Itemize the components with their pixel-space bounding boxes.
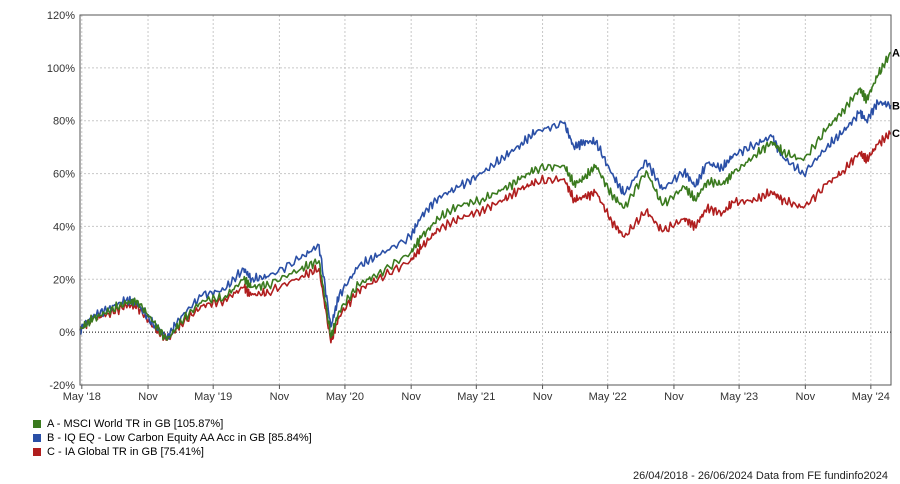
x-tick-label: May '18 (63, 391, 101, 403)
x-tick-label: Nov (270, 391, 290, 403)
legend: A - MSCI World TR in GB [105.87%] B - IQ… (33, 417, 312, 459)
legend-label-c: C - IA Global TR in GB [75.41%] (47, 446, 204, 458)
x-tick-label: May '22 (589, 391, 627, 403)
y-axis-tick-labels: 120% 100% 80% 60% 40% 20% 0% -20% (47, 10, 75, 392)
series-end-labels: C B A (892, 47, 900, 140)
x-tick-label: May '23 (720, 391, 758, 403)
x-tick-label: Nov (138, 391, 158, 403)
x-tick-label: May '24 (852, 391, 890, 403)
x-tick-label: May '21 (457, 391, 495, 403)
y-tick-label: 40% (53, 221, 75, 233)
series-line-c (79, 130, 892, 344)
grid-lines (80, 14, 891, 389)
legend-item-c: C - IA Global TR in GB [75.41%] (33, 445, 312, 459)
y-tick-label: 80% (53, 116, 75, 128)
series-end-label-c: C (892, 128, 900, 140)
footer-source: 26/04/2018 - 26/06/2024 Data from FE fun… (632, 470, 888, 482)
x-tick-label: Nov (796, 391, 816, 403)
x-tick-label: Nov (401, 391, 421, 403)
series-lines (79, 51, 892, 344)
series-end-label-a: A (892, 47, 900, 59)
legend-label-b: B - IQ EQ - Low Carbon Equity AA Acc in … (47, 432, 312, 444)
legend-label-a: A - MSCI World TR in GB [105.87%] (47, 418, 224, 430)
legend-swatch-c (33, 448, 41, 456)
x-tick-label: May '19 (194, 391, 232, 403)
plot-frame (79, 14, 892, 386)
y-tick-label: 120% (47, 10, 75, 22)
x-tick-label: May '20 (326, 391, 364, 403)
y-tick-label: 60% (53, 169, 75, 181)
line-chart: 120%100%80%60%40%20%0%-20% May '18 Nov May… (47, 10, 900, 403)
y-tick-label: 100% (47, 63, 75, 75)
y-tick-label: -20% (49, 380, 75, 392)
legend-item-b: B - IQ EQ - Low Carbon Equity AA Acc in … (33, 431, 312, 445)
legend-swatch-b (33, 434, 41, 442)
x-axis-tick-labels: May '18 Nov May '19 Nov May '20 Nov May '21 Nov… (63, 391, 890, 403)
legend-swatch-a (33, 420, 41, 428)
y-tick-label: 0% (59, 327, 75, 339)
series-end-label-b: B (892, 100, 900, 112)
series-line-a (79, 51, 892, 341)
series-line-b (79, 99, 892, 340)
legend-item-a: A - MSCI World TR in GB [105.87%] (33, 417, 312, 431)
x-tick-label: Nov (533, 391, 553, 403)
x-tick-label: Nov (664, 391, 684, 403)
y-tick-label: 20% (53, 274, 75, 286)
